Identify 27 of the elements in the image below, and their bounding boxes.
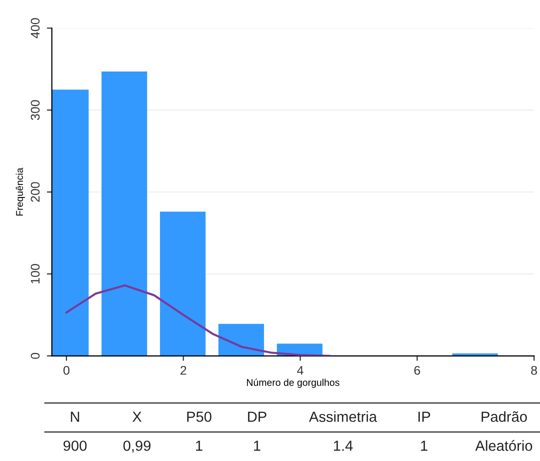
x-tick-label: 2	[180, 366, 186, 375]
line-series	[65, 284, 331, 356]
y-tick-label: 200	[30, 182, 40, 202]
text: DP	[248, 412, 266, 422]
text: X	[132, 412, 142, 422]
x-tick-label: 6	[414, 366, 420, 375]
text: 900	[64, 440, 87, 451]
x-tick-label: 4	[297, 366, 304, 375]
y-axis-title: Frequência	[16, 168, 25, 216]
x-tick-label: 8	[531, 366, 537, 375]
text: Padrão	[482, 411, 527, 422]
y-tick-label: 400	[30, 18, 40, 38]
text: 0,99	[123, 440, 150, 453]
text: 1	[254, 440, 260, 451]
x-axis-title: Número de gorgulhos	[247, 378, 340, 388]
y-tick-label: 100	[30, 264, 40, 284]
text: Aleatório	[475, 440, 532, 451]
text: 1.4	[334, 440, 353, 451]
text: N	[70, 412, 80, 422]
y-tick-label: 0	[30, 352, 40, 359]
text: IP	[418, 412, 430, 422]
text: Assimetria	[308, 411, 378, 422]
text: 1	[421, 440, 428, 451]
x-tick-label: 0	[63, 366, 70, 375]
text: P50	[187, 412, 212, 422]
text: 1	[196, 440, 202, 451]
y-tick-label: 300	[30, 100, 40, 120]
